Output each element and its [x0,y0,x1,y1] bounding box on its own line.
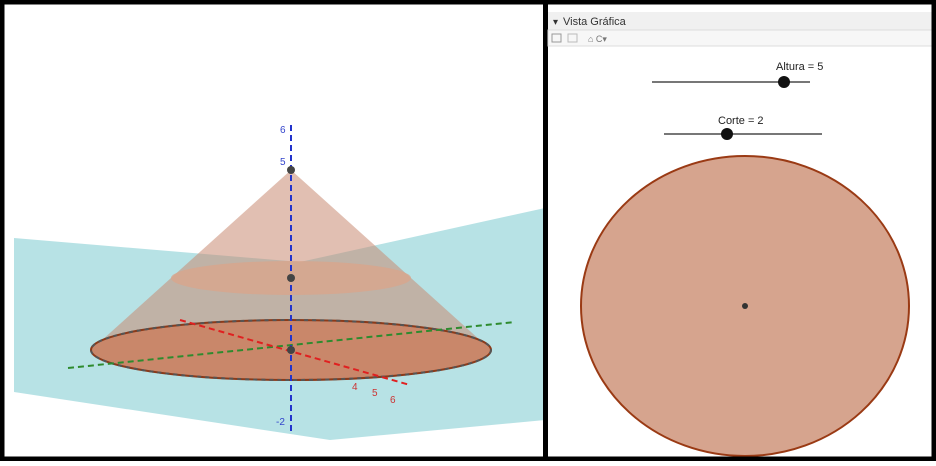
slider-knob[interactable] [778,76,790,88]
apex-point [287,166,295,174]
slider-label: Corte = 2 [718,115,764,127]
z-tick-label: 6 [280,125,286,136]
toolbar-button[interactable] [567,33,578,43]
slider-label: Altura = 5 [776,61,823,73]
z-tick-label: 5 [280,157,286,168]
divider [543,0,548,461]
toolbar[interactable] [547,29,936,47]
z-tick-label: -2 [276,417,285,428]
panel-header [548,12,936,30]
toolbar-button[interactable] [551,33,562,43]
slider-knob[interactable] [721,128,733,140]
x-tick-label: 6 [390,395,396,406]
cut-center-point [287,274,295,282]
graphics-3d-view: 6 5 -2 4 5 6 [14,125,545,440]
graphics-2d-view: ▾ Vista Gráfica ⌂ C▾ Altura = 5 Corte = … [547,12,936,457]
x-tick-label: 5 [372,388,378,399]
home-button[interactable]: ⌂ C▾ [588,34,607,44]
center-point [742,303,748,309]
origin-point [287,346,295,354]
panel-title: Vista Gráfica [563,16,627,28]
x-tick-label: 4 [352,382,358,393]
panel-arrow: ▾ [553,17,558,28]
